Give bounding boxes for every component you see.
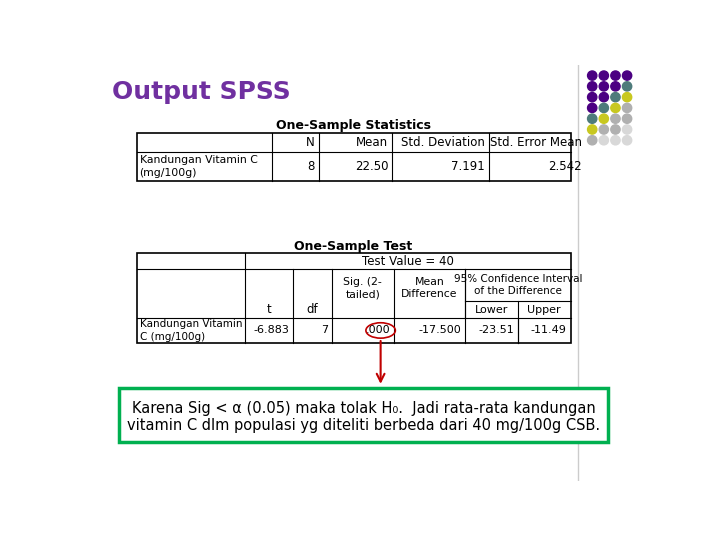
Circle shape [622,82,631,91]
Circle shape [588,114,597,123]
Circle shape [611,114,620,123]
Text: 8: 8 [307,160,315,173]
Text: Kandungan Vitamin C
(mg/100g): Kandungan Vitamin C (mg/100g) [140,155,258,178]
Text: 2.542: 2.542 [549,160,582,173]
Circle shape [622,92,631,102]
Circle shape [599,92,608,102]
Text: Kandungan Vitamin
C (mg/100g): Kandungan Vitamin C (mg/100g) [140,319,242,342]
Text: Test Value = 40: Test Value = 40 [362,255,454,268]
Text: One-Sample Statistics: One-Sample Statistics [276,119,431,132]
Circle shape [611,103,620,112]
Circle shape [588,71,597,80]
Circle shape [588,103,597,112]
Text: 95% Confidence Interval
of the Difference: 95% Confidence Interval of the Differenc… [454,274,582,296]
Circle shape [599,71,608,80]
Circle shape [588,92,597,102]
Text: -17.500: -17.500 [418,326,462,335]
Bar [120,388,608,442]
Text: 7: 7 [321,326,328,335]
Circle shape [622,71,631,80]
Text: Std. Error Mean: Std. Error Mean [490,136,582,148]
Circle shape [599,125,608,134]
Text: .000: .000 [365,326,390,335]
Text: Sig. (2-
tailed): Sig. (2- tailed) [343,278,382,299]
Circle shape [622,125,631,134]
Bar [137,132,570,181]
Text: Upper: Upper [527,305,561,315]
Text: 7.191: 7.191 [451,160,485,173]
Circle shape [599,114,608,123]
Text: Output SPSS: Output SPSS [112,80,290,104]
Circle shape [611,71,620,80]
Circle shape [588,82,597,91]
Text: One-Sample Test: One-Sample Test [294,240,413,253]
Circle shape [599,82,608,91]
Circle shape [611,136,620,145]
Text: -23.51: -23.51 [478,326,514,335]
Text: Mean: Mean [356,136,388,148]
Text: -6.883: -6.883 [253,326,289,335]
Circle shape [611,82,620,91]
Circle shape [611,125,620,134]
Text: t: t [266,303,271,316]
Circle shape [588,125,597,134]
Text: 22.50: 22.50 [355,160,388,173]
Text: Lower: Lower [474,305,508,315]
Bar [137,253,570,343]
Text: vitamin C dlm populasi yg diteliti berbeda dari 40 mg/100g CSB.: vitamin C dlm populasi yg diteliti berbe… [127,418,600,434]
Text: Karena Sig < α (0.05) maka tolak H₀.  Jadi rata-rata kandungan: Karena Sig < α (0.05) maka tolak H₀. Jad… [132,402,595,416]
Text: Std. Deviation: Std. Deviation [401,136,485,148]
Circle shape [588,136,597,145]
Circle shape [599,136,608,145]
Circle shape [622,114,631,123]
Circle shape [622,136,631,145]
Text: N: N [306,136,315,148]
Circle shape [622,103,631,112]
Text: -11.49: -11.49 [531,326,567,335]
Circle shape [611,92,620,102]
Circle shape [599,103,608,112]
Text: Mean
Difference: Mean Difference [401,278,458,299]
Text: df: df [307,303,318,316]
